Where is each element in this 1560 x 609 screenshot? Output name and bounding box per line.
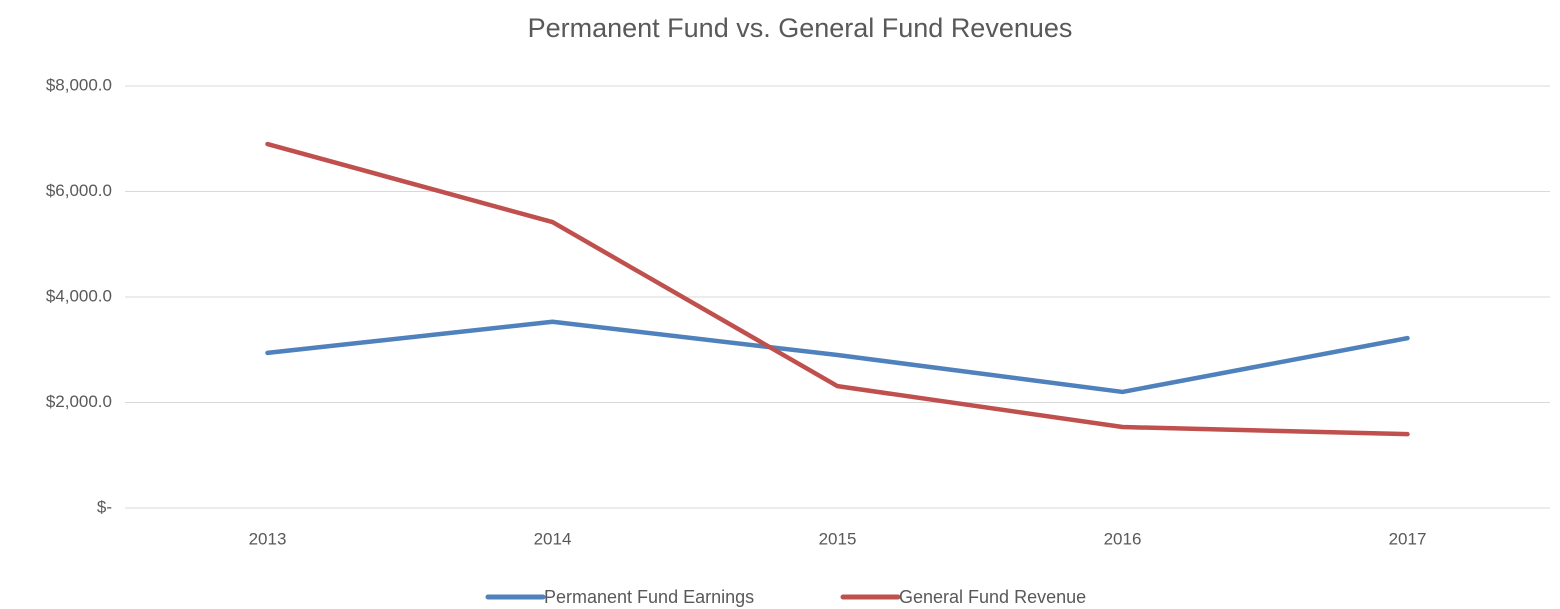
x-tick-label: 2017 <box>1389 529 1427 548</box>
y-tick-label: $- <box>97 497 112 516</box>
legend-label: Permanent Fund Earnings <box>544 587 754 607</box>
chart-title: Permanent Fund vs. General Fund Revenues <box>528 13 1073 43</box>
y-tick-label: $2,000.0 <box>46 392 112 411</box>
y-tick-label: $4,000.0 <box>46 286 112 305</box>
x-tick-label: 2015 <box>819 529 857 548</box>
x-tick-label: 2014 <box>534 529 572 548</box>
y-tick-label: $6,000.0 <box>46 181 112 200</box>
x-tick-label: 2013 <box>249 529 287 548</box>
x-tick-label: 2016 <box>1104 529 1142 548</box>
series-line <box>265 141 1410 437</box>
y-tick-label: $8,000.0 <box>46 75 112 94</box>
legend-label: General Fund Revenue <box>899 587 1086 607</box>
series-line <box>265 319 1410 395</box>
